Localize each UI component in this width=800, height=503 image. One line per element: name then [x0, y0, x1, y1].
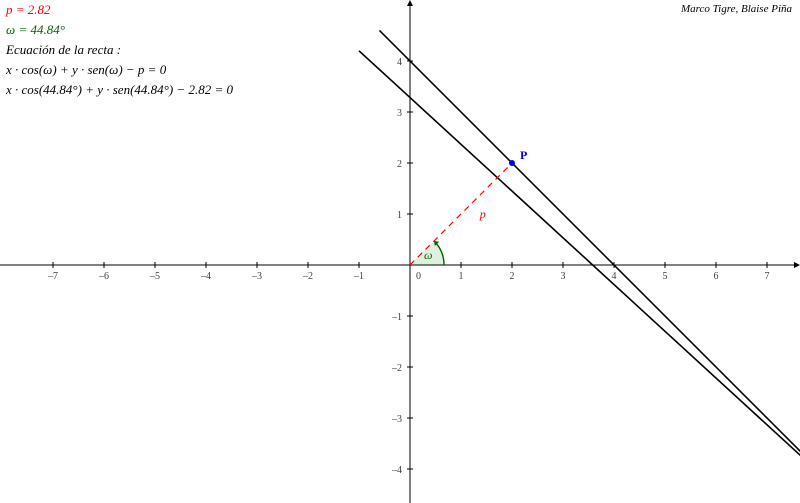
p-value-text: p = 2.82: [5, 2, 51, 17]
origin-label: 0: [416, 271, 421, 282]
x-tick-label: 1: [459, 271, 464, 282]
x-tick-label: 7: [765, 271, 770, 282]
y-axis-arrow: [407, 0, 413, 6]
point-p-label: P: [520, 148, 527, 162]
y-tick-label: 3: [397, 108, 402, 119]
x-tick-label: –1: [353, 271, 364, 282]
equation-general: x · cos(ω) + y · sen(ω) − p = 0: [5, 62, 167, 77]
x-tick-label: 4: [612, 271, 617, 282]
x-tick-label: 2: [510, 271, 515, 282]
geometry-plot: –7 –6 –5 –4 –3 –2 –1 0 1 2 3 4 5 6 7 –4 –3 –2 –1 1 2 3 4 ω p Pp =…: [0, 0, 800, 503]
x-tick-label: –7: [47, 271, 58, 282]
point-p: [509, 160, 515, 166]
x-tick-label: 5: [663, 271, 668, 282]
y-tick-label: 1: [397, 210, 402, 221]
attribution: Marco Tigre, Blaise Piña: [680, 3, 793, 15]
y-tick-label: –4: [391, 465, 402, 476]
x-tick-label: –2: [302, 271, 313, 282]
normal-line: [359, 51, 800, 500]
x-tick-label: –6: [98, 271, 109, 282]
y-tick-label: 2: [397, 159, 402, 170]
x-axis-arrow: [794, 262, 800, 268]
omega-value-text: ω = 44.84°: [6, 22, 65, 37]
main-line: [379, 30, 800, 503]
equation-numeric: x · cos(44.84°) + y · sen(44.84°) − 2.82…: [5, 82, 233, 97]
omega-label: ω: [424, 248, 432, 262]
x-tick-label: –5: [149, 271, 160, 282]
x-tick-label: –3: [251, 271, 262, 282]
y-tick-label: –2: [391, 363, 402, 374]
equation-title: Ecuación de la recta :: [5, 42, 121, 57]
x-tick-label: 3: [561, 271, 566, 282]
y-tick-label: 4: [397, 57, 402, 68]
x-tick-label: 6: [714, 271, 719, 282]
y-tick-label: –3: [391, 414, 402, 425]
p-segment-label: p: [479, 207, 486, 221]
y-tick-label: –1: [391, 312, 402, 323]
x-tick-label: –4: [200, 271, 211, 282]
